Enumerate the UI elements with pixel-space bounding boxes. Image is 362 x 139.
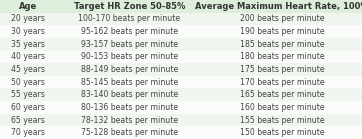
Text: 80-136 beats per minute: 80-136 beats per minute [81, 103, 178, 112]
Text: 20 years: 20 years [11, 14, 45, 23]
Text: 45 years: 45 years [11, 65, 45, 74]
Text: 60 years: 60 years [11, 103, 45, 112]
Text: Age: Age [19, 2, 37, 11]
Text: 50 years: 50 years [11, 78, 45, 87]
Text: 35 years: 35 years [11, 40, 45, 49]
Text: 180 beats per minute: 180 beats per minute [240, 52, 325, 61]
Bar [0, 63, 362, 76]
Text: 170 beats per minute: 170 beats per minute [240, 78, 325, 87]
Text: 40 years: 40 years [11, 52, 45, 61]
Text: 150 beats per minute: 150 beats per minute [240, 128, 325, 137]
Text: 85-145 beats per minute: 85-145 beats per minute [81, 78, 178, 87]
Text: 88-149 beats per minute: 88-149 beats per minute [81, 65, 178, 74]
Text: 90-153 beats per minute: 90-153 beats per minute [81, 52, 178, 61]
Text: Average Maximum Heart Rate, 100%: Average Maximum Heart Rate, 100% [195, 2, 362, 11]
Text: 75-128 beats per minute: 75-128 beats per minute [81, 128, 178, 137]
Text: 155 beats per minute: 155 beats per minute [240, 116, 325, 125]
Text: 185 beats per minute: 185 beats per minute [240, 40, 325, 49]
Text: 83-140 beats per minute: 83-140 beats per minute [81, 90, 178, 99]
Text: 190 beats per minute: 190 beats per minute [240, 27, 325, 36]
Text: Target HR Zone 50-85%: Target HR Zone 50-85% [74, 2, 185, 11]
Bar [0, 13, 362, 25]
Text: 30 years: 30 years [11, 27, 45, 36]
Text: 200 beats per minute: 200 beats per minute [240, 14, 325, 23]
Text: 95-162 beats per minute: 95-162 beats per minute [81, 27, 178, 36]
Bar [0, 38, 362, 51]
Text: 175 beats per minute: 175 beats per minute [240, 65, 325, 74]
Bar [0, 88, 362, 101]
Text: 93-157 beats per minute: 93-157 beats per minute [81, 40, 178, 49]
Bar [0, 126, 362, 139]
Text: 65 years: 65 years [11, 116, 45, 125]
Text: 55 years: 55 years [11, 90, 45, 99]
Bar [0, 0, 56, 13]
Bar [203, 0, 362, 13]
Text: 70 years: 70 years [11, 128, 45, 137]
Bar [0, 114, 362, 126]
Text: 160 beats per minute: 160 beats per minute [240, 103, 325, 112]
Text: 165 beats per minute: 165 beats per minute [240, 90, 325, 99]
Bar [56, 0, 203, 13]
Text: 100-170 beats per minute: 100-170 beats per minute [78, 14, 181, 23]
Bar [0, 51, 362, 63]
Text: 78-132 beats per minute: 78-132 beats per minute [81, 116, 178, 125]
Bar [0, 101, 362, 114]
Bar [0, 76, 362, 88]
Bar [0, 25, 362, 38]
